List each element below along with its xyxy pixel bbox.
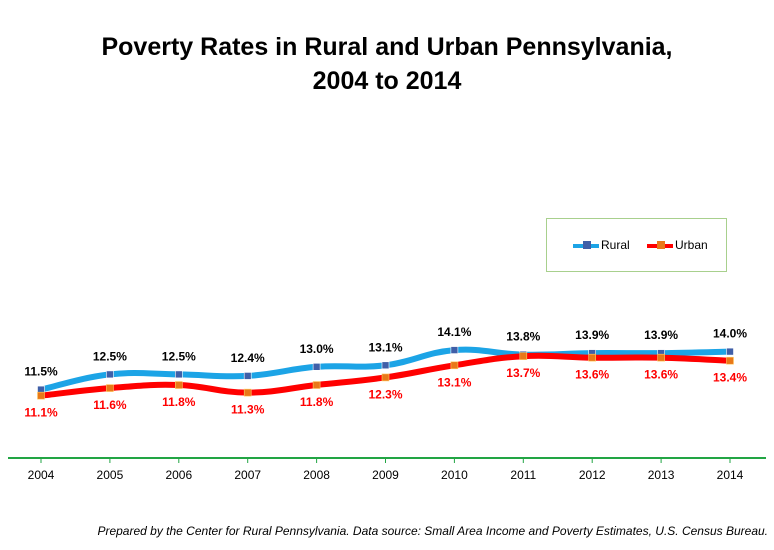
data-label-urban-2008: 11.8% [300, 395, 334, 409]
data-label-urban-2012: 13.6% [575, 368, 609, 382]
point-urban-2007 [243, 388, 252, 397]
point-urban-2006 [175, 381, 183, 389]
legend-label-urban: Urban [675, 238, 708, 252]
x-tick-label-2014: 2014 [717, 468, 744, 482]
data-label-rural-2011: 13.8% [506, 330, 540, 344]
x-tick-label-2009: 2009 [372, 468, 399, 482]
x-tick-label-2007: 2007 [234, 468, 261, 482]
chart-title-line-1: Poverty Rates in Rural and Urban Pennsyl… [101, 33, 673, 61]
chart-legend: Rural Urban [546, 218, 727, 272]
point-urban-2004 [37, 391, 45, 400]
data-label-rural-2012: 13.9% [575, 328, 609, 342]
data-label-rural-2013: 13.9% [644, 328, 678, 342]
point-urban-2014 [726, 356, 734, 365]
point-rural-2014 [726, 347, 734, 356]
x-tick-label-2011: 2011 [510, 468, 536, 482]
x-tick-label-2013: 2013 [648, 468, 675, 482]
point-urban-2009 [381, 373, 390, 382]
data-label-urban-2014: 13.4% [713, 371, 747, 385]
data-label-rural-2005: 12.5% [93, 349, 127, 363]
data-label-urban-2004: 11.1% [24, 406, 58, 420]
point-urban-2008 [312, 381, 321, 389]
data-label-rural-2004: 11.5% [24, 365, 58, 379]
point-rural-2006 [175, 370, 183, 379]
point-rural-2010 [450, 346, 459, 354]
legend-marker-urban [657, 241, 665, 249]
x-tick-label-2010: 2010 [441, 468, 468, 482]
data-label-rural-2008: 13.0% [300, 342, 334, 356]
data-label-urban-2010: 13.1% [437, 375, 471, 389]
source-note: Prepared by the Center for Rural Pennsyl… [97, 524, 768, 538]
point-rural-2009 [381, 361, 390, 370]
point-urban-2012 [588, 353, 597, 362]
chart-title-line-2: 2004 to 2014 [312, 67, 462, 95]
legend-label-rural: Rural [601, 238, 630, 252]
x-tick-label-2004: 2004 [28, 468, 55, 482]
data-label-rural-2010: 14.1% [437, 325, 471, 339]
data-label-urban-2007: 11.3% [231, 403, 265, 417]
chart-title: Poverty Rates in Rural and Urban Pennsyl… [0, 30, 774, 98]
x-tick-label-2008: 2008 [303, 468, 330, 482]
x-tick-label-2005: 2005 [97, 468, 124, 482]
point-rural-2005 [106, 370, 114, 379]
data-label-urban-2006: 11.8% [162, 395, 196, 409]
point-rural-2007 [243, 372, 252, 380]
data-label-urban-2005: 11.6% [93, 398, 127, 412]
x-tick-label-2012: 2012 [579, 468, 606, 482]
data-label-rural-2009: 13.1% [368, 340, 402, 354]
data-label-rural-2006: 12.5% [162, 349, 196, 363]
point-urban-2005 [106, 384, 114, 392]
point-urban-2011 [519, 352, 528, 360]
point-rural-2008 [312, 362, 321, 371]
legend-marker-rural [583, 241, 591, 249]
data-label-urban-2013: 13.6% [644, 368, 678, 382]
data-label-urban-2011: 13.7% [506, 366, 540, 380]
data-label-urban-2009: 12.3% [368, 387, 402, 401]
data-label-rural-2007: 12.4% [231, 351, 265, 365]
x-tick-label-2006: 2006 [165, 468, 192, 482]
data-label-rural-2014: 14.0% [713, 327, 747, 341]
point-urban-2010 [450, 361, 459, 370]
point-urban-2013 [657, 353, 665, 362]
